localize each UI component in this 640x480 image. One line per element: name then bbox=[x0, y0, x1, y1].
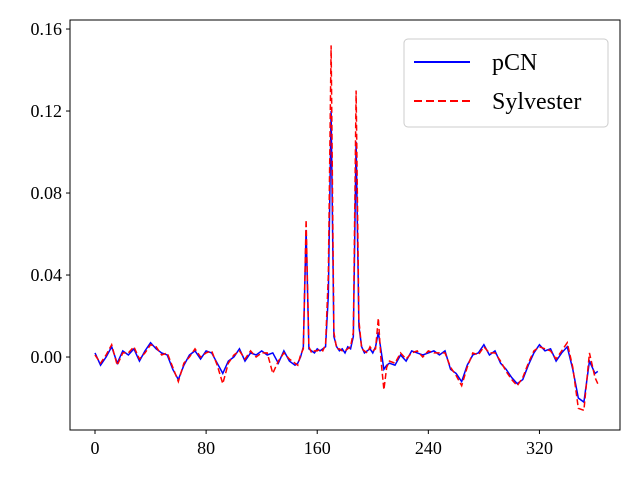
x-tick-label: 160 bbox=[304, 438, 331, 458]
x-tick-label: 0 bbox=[91, 438, 100, 458]
y-tick-label: 0.04 bbox=[31, 265, 63, 285]
x-tick-label: 320 bbox=[526, 438, 553, 458]
y-tick-label: 0.00 bbox=[31, 347, 63, 367]
y-tick-label: 0.12 bbox=[31, 101, 63, 121]
y-tick-label: 0.08 bbox=[31, 183, 63, 203]
x-tick-label: 240 bbox=[415, 438, 442, 458]
legend-label: Sylvester bbox=[492, 89, 581, 115]
series-line bbox=[94, 45, 599, 412]
series-line bbox=[94, 111, 599, 404]
legend-label: pCN bbox=[492, 50, 537, 76]
x-tick-label: 80 bbox=[197, 438, 215, 458]
plot-frame bbox=[69, 19, 621, 431]
y-tick-label: 0.16 bbox=[31, 19, 63, 39]
